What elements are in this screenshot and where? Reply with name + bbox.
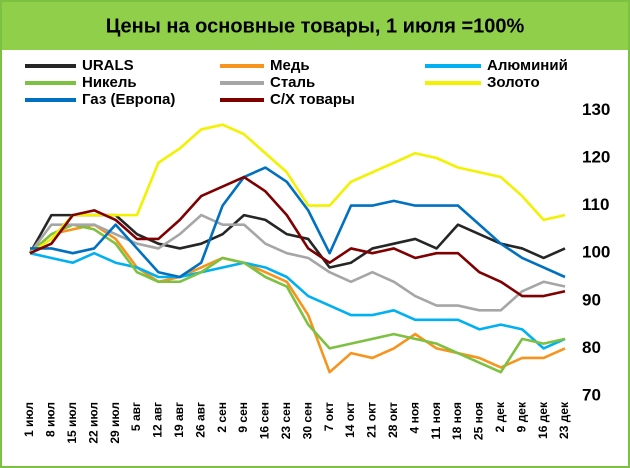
axes: 70 80 90 100 110 120 130 1 июл 8 июл 15 июл 22 июл… xyxy=(22,100,610,444)
legend-label: Никель xyxy=(82,74,137,91)
series-line xyxy=(29,251,566,350)
legend-label: Газ (Европа) xyxy=(82,91,175,108)
chart-title: Цены на основные товары, 1 июля =100% xyxy=(106,15,525,37)
legend-label: С/Х товары xyxy=(270,91,355,108)
x-tick-label: 4 ноя xyxy=(407,402,421,433)
y-tick-label: 80 xyxy=(582,338,601,357)
x-tick-label: 11 ноя xyxy=(429,402,443,439)
legend-label: Медь xyxy=(270,57,310,74)
x-tick-label: 2 сен xyxy=(215,402,229,433)
legend-label: URALS xyxy=(82,57,134,74)
series-line xyxy=(29,223,566,374)
y-tick-label: 130 xyxy=(582,100,610,119)
y-tick-label: 100 xyxy=(582,243,610,262)
series-line xyxy=(30,166,566,279)
x-tick-label: 30 сен xyxy=(300,402,314,439)
x-tick-label: 19 авг xyxy=(172,402,186,438)
x-tick-label: 21 окт xyxy=(365,402,379,438)
x-tick-label: 29 июл xyxy=(108,402,122,444)
x-tick-label: 28 окт xyxy=(386,402,400,438)
x-tick-label: 18 ноя xyxy=(450,402,464,440)
series-line xyxy=(29,175,566,298)
series-line xyxy=(29,123,566,255)
plot xyxy=(28,123,566,374)
title-bar xyxy=(2,2,628,50)
legend-bg xyxy=(3,51,627,114)
series-line xyxy=(28,213,566,269)
x-tick-label: 25 ноя xyxy=(472,402,486,440)
y-tick-label: 70 xyxy=(582,385,601,404)
x-tick-label: 2 дек xyxy=(493,401,507,432)
x-tick-label: 8 июл xyxy=(44,402,58,437)
legend-label: Алюминий xyxy=(487,57,568,74)
series-line xyxy=(28,213,566,312)
x-tick-label: 9 дек xyxy=(514,401,528,432)
legend-label: Сталь xyxy=(270,74,315,91)
x-tick-label: 23 сен xyxy=(279,402,293,439)
x-tick-label: 5 авг xyxy=(129,402,143,431)
x-tick-label: 9 сен xyxy=(236,402,250,433)
x-tick-label: 16 сен xyxy=(258,402,272,439)
x-tick-label: 15 июл xyxy=(65,402,79,444)
x-tick-label: 26 авг xyxy=(193,402,207,438)
y-tick-label: 110 xyxy=(582,195,609,214)
x-tick-label: 22 июл xyxy=(86,402,100,444)
x-tick-label: 16 дек xyxy=(536,401,550,439)
x-tick-label: 23 дек xyxy=(557,401,571,439)
x-tick-label: 14 окт xyxy=(343,402,357,438)
x-tick-label: 1 июл xyxy=(22,402,36,437)
y-tick-label: 90 xyxy=(582,290,601,309)
legend: URALS Медь Алюминий Никель Сталь Золото Газ (Е… xyxy=(3,51,627,114)
legend-label: Золото xyxy=(487,74,540,91)
series-line xyxy=(29,223,566,374)
x-tick-label: 12 авг xyxy=(151,402,165,438)
x-tick-label: 7 окт xyxy=(322,402,336,431)
y-tick-label: 120 xyxy=(582,147,610,166)
